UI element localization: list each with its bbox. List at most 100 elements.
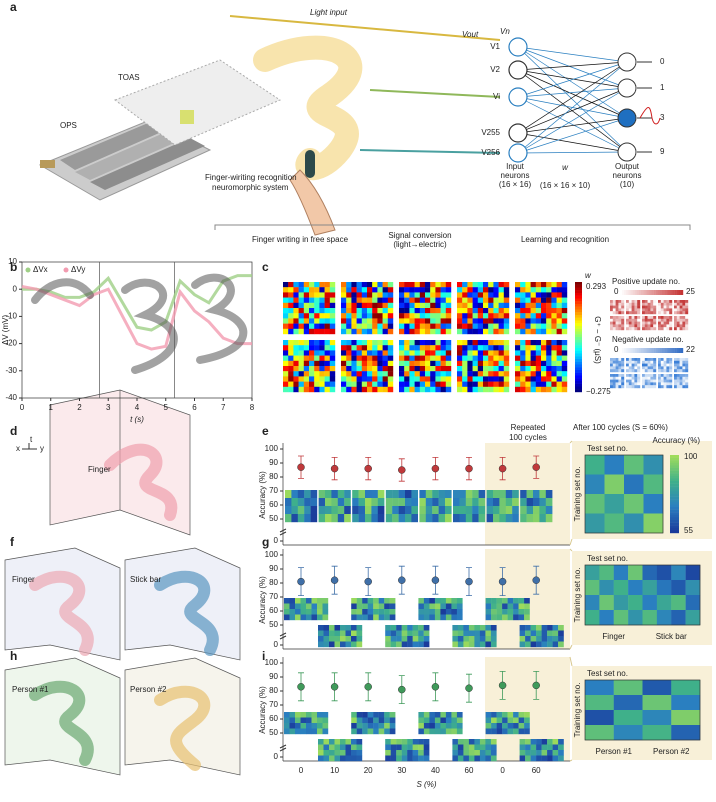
weight-map-cell (309, 302, 315, 309)
thumbnail-cell (491, 614, 497, 621)
update-cell (658, 324, 661, 328)
weight-map-cell (293, 313, 299, 319)
weight-map-cell (419, 381, 426, 387)
weight-map-cell (556, 323, 562, 329)
weight-map-cell (329, 297, 336, 303)
update-cell (658, 316, 661, 319)
thumbnail-cell (300, 603, 307, 610)
weight-map-cell (467, 340, 473, 346)
weight-map-cell (399, 360, 405, 367)
weight-map-cell (546, 366, 552, 372)
update-bar (647, 290, 650, 295)
weight-map-cell (503, 313, 510, 319)
update-cell (634, 308, 638, 312)
thumbnail-cell (547, 744, 553, 751)
weight-map-cell (298, 297, 304, 303)
thumbnail-cell (445, 723, 452, 729)
matrix-cell (613, 610, 629, 626)
input-neuron (508, 143, 528, 163)
matrix-cell (671, 680, 701, 696)
update-cell (663, 376, 667, 380)
thumbnail-cell (306, 614, 312, 621)
colorbar-cell (575, 317, 582, 321)
matrix-cell (613, 695, 643, 711)
weight-map-cell (283, 297, 289, 303)
thumbnail-cell (340, 755, 346, 762)
update-cell (650, 316, 654, 319)
weight-map-cell (493, 386, 499, 393)
matrix-cell (585, 494, 605, 514)
thumbnail-cell (429, 614, 436, 621)
weight-map-cell (309, 340, 315, 346)
weight-map-cell (387, 323, 394, 329)
thumbnail-cell (289, 609, 296, 615)
series-line (21, 285, 252, 351)
weight-map-cell (414, 313, 420, 319)
update-bar (626, 290, 629, 295)
weight-map-cell (515, 302, 521, 309)
update-cell (610, 302, 613, 306)
colorbar-cell (670, 507, 679, 510)
legend-label: ΔVy (71, 265, 85, 274)
update-cell (660, 360, 664, 364)
thumbnail-cell (334, 739, 341, 745)
weight-map-cell (561, 302, 568, 309)
thumbnail-cell (457, 625, 464, 631)
weight-map-cell (541, 366, 547, 372)
thumbnail-cell (371, 498, 378, 507)
weight-map-cell (361, 345, 368, 351)
weight-map-cell (399, 340, 405, 346)
thumbnail-cell (407, 641, 413, 648)
thumbnail-cell (468, 739, 475, 745)
weight-map-cell (409, 297, 415, 303)
update-cell (642, 369, 645, 373)
weight-map-cell (556, 376, 562, 382)
weight-map-cell (367, 360, 373, 367)
weight-map-cell (445, 355, 452, 361)
weight-map-cell (372, 302, 378, 309)
weight-map-cell (561, 313, 568, 319)
thumbnail-cell (434, 728, 441, 735)
thumbnail-cell (356, 636, 363, 642)
update-cell (674, 316, 677, 319)
update-cell (626, 311, 629, 315)
update-cell (612, 369, 616, 373)
weight-map-cell (472, 292, 478, 298)
weight-map-cell (561, 345, 568, 351)
update-bar (649, 348, 652, 353)
thumbnail-cell (389, 609, 396, 615)
weight-map-cell (361, 292, 368, 298)
thumbnail-cell (389, 712, 396, 718)
weight-map-cell (409, 308, 415, 314)
weight-map-cell (356, 292, 362, 298)
thumbnail-cell (310, 514, 318, 523)
thumbnail-cell (451, 723, 458, 729)
thumbnail-cell (377, 506, 385, 515)
thumbnail-cell (401, 625, 408, 631)
update-cell (663, 360, 667, 364)
weight-map-cell (382, 323, 388, 329)
weight-map-cell (324, 287, 330, 293)
weight-map-cell (440, 297, 446, 303)
update-cell (669, 324, 673, 328)
weight-map-cell (283, 355, 289, 361)
update-cell (644, 374, 648, 377)
update-cell (666, 316, 670, 319)
update-cell (612, 316, 616, 319)
update-cell (682, 374, 686, 377)
weight-map-cell (541, 376, 547, 382)
update-cell (663, 305, 667, 309)
y-tick-label: 70 (269, 700, 278, 709)
weight-map-cell (309, 297, 315, 303)
thumbnail-cell (323, 744, 330, 751)
update-cell (650, 311, 654, 315)
thumbnail-cell (457, 739, 464, 745)
weight-map-cell (356, 360, 362, 367)
weight-map-cell (472, 345, 478, 351)
update-cell (626, 321, 629, 325)
label: After 100 cycles (S = 60%) (573, 423, 668, 432)
update-cell (685, 318, 689, 322)
weight-map-cell (361, 308, 368, 314)
update-cell (660, 379, 664, 383)
thumbnail-cell (384, 712, 390, 718)
